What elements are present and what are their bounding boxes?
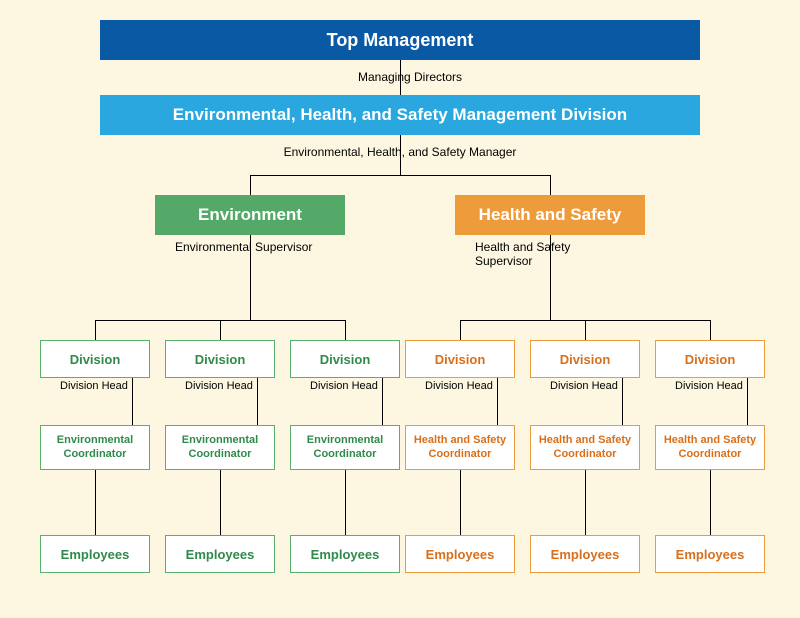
division-head-role: Division Head — [550, 380, 630, 392]
division-head-role: Division Head — [675, 380, 755, 392]
environment-box: Environment — [155, 195, 345, 235]
ehs-division-box: Environmental, Health, and Safety Manage… — [100, 95, 700, 135]
division-head-role: Division Head — [310, 380, 390, 392]
ehs-manager-role: Environmental, Health, and Safety Manage… — [260, 145, 540, 159]
division-box: Division — [40, 340, 150, 378]
employees-box: Employees — [165, 535, 275, 573]
environmental-supervisor-role: Environmental Supervisor — [175, 240, 325, 254]
employees-box: Employees — [655, 535, 765, 573]
employees-box: Employees — [290, 535, 400, 573]
division-head-role: Division Head — [425, 380, 505, 392]
division-head-role: Division Head — [185, 380, 265, 392]
health-safety-supervisor-role: Health and Safety Supervisor — [475, 240, 625, 268]
coordinator-box: Health and Safety Coordinator — [405, 425, 515, 470]
employees-box: Employees — [40, 535, 150, 573]
coordinator-box: Environmental Coordinator — [40, 425, 150, 470]
division-box: Division — [290, 340, 400, 378]
division-box: Division — [165, 340, 275, 378]
division-head-role: Division Head — [60, 380, 140, 392]
division-box: Division — [405, 340, 515, 378]
division-box: Division — [655, 340, 765, 378]
employees-box: Employees — [530, 535, 640, 573]
coordinator-box: Environmental Coordinator — [165, 425, 275, 470]
division-box: Division — [530, 340, 640, 378]
health-safety-box: Health and Safety — [455, 195, 645, 235]
coordinator-box: Health and Safety Coordinator — [530, 425, 640, 470]
coordinator-box: Environmental Coordinator — [290, 425, 400, 470]
employees-box: Employees — [405, 535, 515, 573]
top-management-box: Top Management — [100, 20, 700, 60]
managing-directors-role: Managing Directors — [310, 70, 510, 84]
coordinator-box: Health and Safety Coordinator — [655, 425, 765, 470]
